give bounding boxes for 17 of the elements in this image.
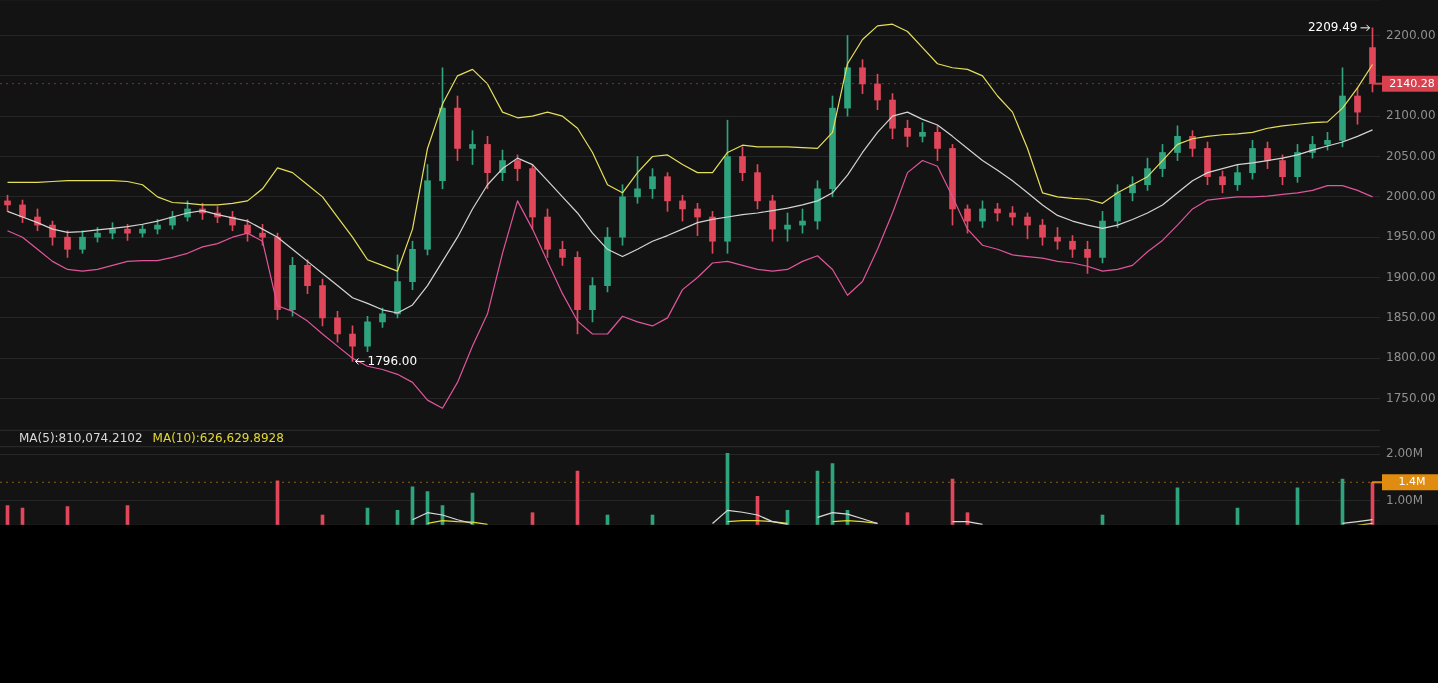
y-tick-label: 1950.00: [1386, 229, 1436, 244]
y-tick-label: 2000.00: [1386, 188, 1436, 203]
y-tick-label: 1900.00: [1386, 269, 1436, 284]
y-tick-label: 1850.00: [1386, 309, 1436, 324]
ref-line-label: 1.4M: [1398, 475, 1426, 489]
ref-line-label: 2140.28: [1389, 76, 1435, 90]
y-tick-label: 2.00M: [1386, 446, 1424, 461]
y-tick-label: 2050.00: [1386, 148, 1436, 163]
y-tick-label: 2100.00: [1386, 108, 1436, 123]
annotation: 1796.00: [367, 353, 418, 368]
y-tick-label: 1.00M: [1386, 493, 1424, 508]
y-tick-label: 1800.00: [1386, 350, 1436, 365]
text: MA(10):626,629.8928: [152, 431, 284, 447]
y-tick-label: 2200.00: [1386, 27, 1436, 42]
y-tick-label: 1750.00: [1386, 390, 1436, 405]
annotation: 2209.49: [1307, 19, 1358, 34]
text: MA(5):810,074.2102: [19, 431, 143, 447]
